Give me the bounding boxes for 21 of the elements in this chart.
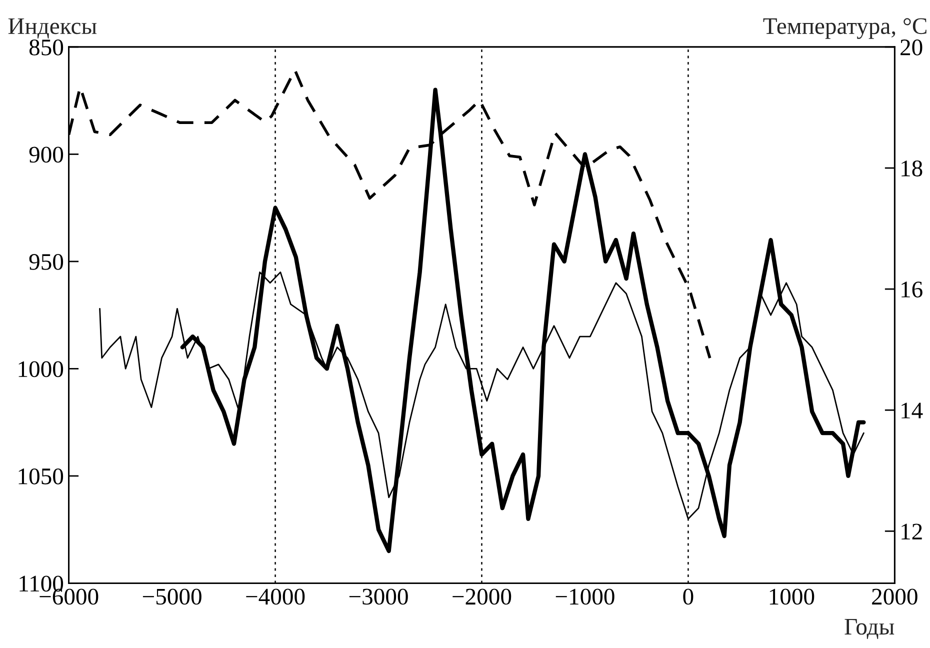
y-tick-label: 900	[29, 146, 64, 163]
y-tick-label: 1050	[18, 468, 64, 484]
y-axis-title: Индексы	[8, 18, 97, 38]
y2-tick-label: 14	[902, 402, 923, 418]
x-axis-title: Годы	[844, 618, 894, 640]
x-tick-label: −2000	[452, 588, 512, 605]
y2-tick-label: 16	[902, 282, 922, 298]
y2-tick-label: 12	[902, 524, 922, 540]
x-tick-label: 1000	[770, 588, 814, 605]
y2-tick-label: 18	[902, 160, 922, 176]
x-tick-label: −3000	[349, 588, 408, 605]
x-tick-label: −5000	[142, 588, 202, 605]
x-tick-label: 2000	[872, 588, 918, 605]
y2-tick-label: 20	[900, 39, 922, 56]
x-tick-label: 0	[683, 588, 694, 605]
y2-axis-title: Температура, °C	[763, 18, 926, 39]
x-tick-label: −4000	[246, 588, 305, 605]
y-tick-label: 1000	[18, 361, 64, 378]
y-tick-label: 950	[29, 254, 64, 270]
y-tick-label: 850	[29, 39, 64, 56]
x-tick-label: −1000	[556, 588, 614, 605]
